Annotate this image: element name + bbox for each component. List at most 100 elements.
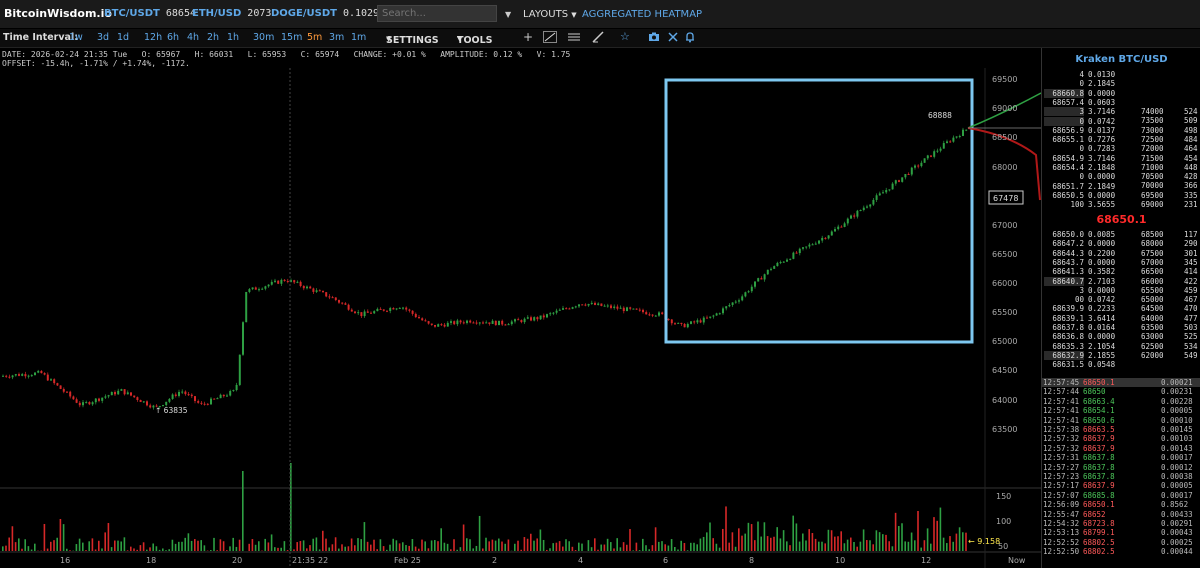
volume-bar xyxy=(162,548,164,551)
candle xyxy=(613,306,616,308)
orderbook-bid-row[interactable]: 68632.9 2.1855 xyxy=(1042,350,1200,360)
interval-2h[interactable]: 2h xyxy=(207,32,220,43)
orderbook-ask-row[interactable]: 3 3.7146 xyxy=(1042,107,1200,117)
interval-4h[interactable]: 4h xyxy=(187,32,200,43)
orderbook-bid-row[interactable]: 00 0.0742 xyxy=(1042,295,1200,304)
orderbook-bid-row[interactable]: 68643.7 0.0000 xyxy=(1042,258,1200,267)
interval-1h[interactable]: 1h xyxy=(227,32,240,43)
orderbook-bid-row[interactable]: 68639.1 3.6414 xyxy=(1042,314,1200,323)
candle xyxy=(507,324,510,326)
orderbook-bid-row[interactable]: 68631.5 0.0548 xyxy=(1042,360,1200,369)
volume-bar xyxy=(843,543,846,551)
crosshair-tool-icon[interactable]: + xyxy=(523,30,534,44)
orderbook-ask-row[interactable]: 68654.9 3.7146 xyxy=(1042,154,1200,163)
candle xyxy=(94,398,97,403)
orderbook-ask-row[interactable]: 0 0.0000 xyxy=(1042,172,1200,181)
orderbook-bid-row[interactable]: 68650.0 0.0085 xyxy=(1042,230,1200,239)
candle xyxy=(171,394,174,399)
bid-amount: 2.1054 xyxy=(1088,341,1116,351)
orderbook-ask-row[interactable]: 68660.8 0.0000 xyxy=(1042,88,1200,98)
interval-1m[interactable]: 1m xyxy=(351,32,367,43)
aggregated-heatmap-link[interactable]: AGGREGATED HEATMAP xyxy=(582,9,703,20)
interval-5m[interactable]: 5m xyxy=(307,32,323,43)
depth-amount: 414 xyxy=(1184,267,1198,277)
interval-30m[interactable]: 30m xyxy=(253,32,275,43)
star-icon[interactable]: ☆ xyxy=(620,30,630,43)
interval-3d[interactable]: 3d xyxy=(97,32,110,43)
ticker-eth[interactable]: ETH/USD 2073 xyxy=(192,8,272,19)
ask-price: 0 xyxy=(1079,172,1084,182)
orderbook-bid-row[interactable]: 68635.3 2.1054 xyxy=(1042,342,1200,351)
depth-price: 68000 xyxy=(1141,239,1164,249)
candle xyxy=(888,189,891,191)
volume-bar xyxy=(389,544,391,551)
orderbook-ask-row[interactable]: 68655.1 0.7276 xyxy=(1042,135,1200,144)
pencil-icon[interactable] xyxy=(592,31,604,46)
candle xyxy=(133,395,136,398)
orderbook-ask-row[interactable]: 68650.5 0.0000 xyxy=(1042,191,1200,200)
volume-bar xyxy=(616,538,618,551)
brand-logo[interactable]: BitcoinWisdom.io xyxy=(4,7,112,20)
candle xyxy=(162,405,164,407)
volume-bar xyxy=(526,538,529,551)
interval-6h[interactable]: 6h xyxy=(167,32,180,43)
orderbook-bid-row[interactable]: 68640.7 2.7103 xyxy=(1042,276,1200,286)
orderbook-ask-row[interactable]: 0 2.1845 xyxy=(1042,79,1200,88)
interval-12h[interactable]: 12h xyxy=(144,32,163,43)
search-input[interactable] xyxy=(377,5,497,22)
volume-bar xyxy=(50,541,52,551)
price-chart[interactable]: 69500 69000 68500 68000 67500 67000 6650… xyxy=(0,0,1041,568)
trade-time: 12:57:41 xyxy=(1043,396,1080,406)
candle xyxy=(914,165,916,168)
layouts-menu[interactable]: LAYOUTS ▼ xyxy=(523,9,577,20)
orderbook-ask-row[interactable]: 68657.4 0.0603 xyxy=(1042,98,1200,107)
interval-1w[interactable]: 1w xyxy=(69,32,83,43)
ask-depth-row: 71000 448 xyxy=(1042,163,1200,172)
candle xyxy=(834,229,836,232)
candle xyxy=(338,300,340,303)
horizontal-lines-icon[interactable] xyxy=(568,31,580,46)
volume-bar xyxy=(293,549,295,551)
volume-bar xyxy=(440,528,442,551)
orderbook-bid-row[interactable]: 68637.8 0.0164 xyxy=(1042,323,1200,332)
orderbook-bid-row[interactable]: 68639.9 0.2233 xyxy=(1042,304,1200,313)
interval-15m[interactable]: 15m xyxy=(281,32,303,43)
orderbook-ask-row[interactable]: 0 0.7283 xyxy=(1042,144,1200,153)
orderbook-bid-row[interactable]: 3 0.0000 xyxy=(1042,286,1200,295)
candle xyxy=(885,190,888,193)
interval-1d[interactable]: 1d xyxy=(117,32,130,43)
candle xyxy=(597,303,600,305)
bell-icon[interactable] xyxy=(684,31,696,46)
orderbook-bid-row[interactable]: 68644.3 0.2200 xyxy=(1042,249,1200,258)
volume-bar xyxy=(411,539,414,551)
volume-bar xyxy=(530,533,532,551)
orderbook-bid-row[interactable]: 68647.2 0.0000 xyxy=(1042,239,1200,248)
candle xyxy=(590,302,593,304)
candle xyxy=(824,237,827,239)
orderbook-ask-row[interactable]: 4 0.0130 xyxy=(1042,70,1200,79)
candle xyxy=(430,323,433,325)
orderbook-bid-row[interactable]: 68636.8 0.0000 xyxy=(1042,332,1200,341)
candle xyxy=(146,401,148,406)
trend-line-icon[interactable] xyxy=(543,31,557,46)
camera-icon[interactable] xyxy=(648,31,660,46)
ask-price: 68660.8 xyxy=(1044,88,1084,98)
trade-time: 12:57:45 xyxy=(1043,378,1080,387)
orderbook-ask-row[interactable]: 68654.4 2.1848 xyxy=(1042,163,1200,172)
time-axis-label: 4 xyxy=(578,556,583,565)
orderbook-ask-row[interactable]: 0 0.0742 xyxy=(1042,116,1200,126)
orderbook-ask-row[interactable]: 68651.7 2.1849 xyxy=(1042,182,1200,191)
expand-icon[interactable] xyxy=(667,31,679,46)
orderbook-bid-row[interactable]: 68641.3 0.3582 xyxy=(1042,267,1200,276)
volume-bar xyxy=(133,548,135,551)
chevron-down-icon[interactable]: ▼ xyxy=(505,10,512,19)
ticker-doge[interactable]: DOGE/USDT 0.1029 xyxy=(271,8,380,19)
candle xyxy=(62,388,65,392)
ticker-btc[interactable]: BTC/USDT 68654 xyxy=(104,8,196,19)
orderbook-ask-row[interactable]: 100 3.5655 xyxy=(1042,200,1200,209)
orderbook-ask-row[interactable]: 68656.9 0.0137 xyxy=(1042,126,1200,135)
candle xyxy=(56,383,59,386)
trade-row: 12:57:32 68637.9 0.00103 xyxy=(1041,434,1200,443)
interval-3m[interactable]: 3m xyxy=(329,32,345,43)
candle xyxy=(101,397,104,401)
